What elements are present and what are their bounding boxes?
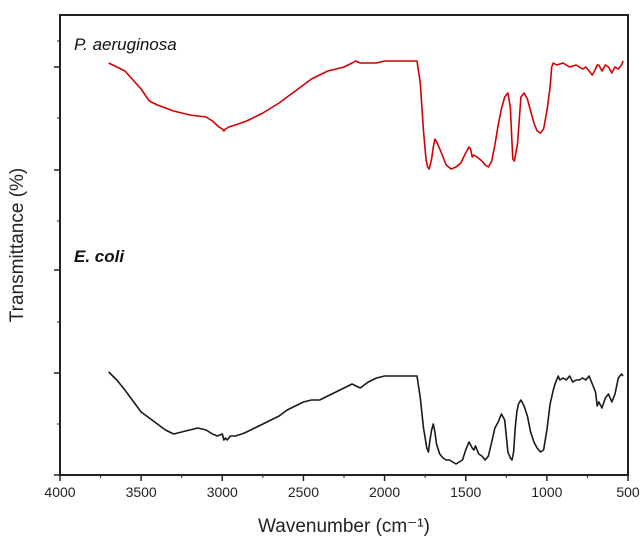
x-tick-label: 500: [616, 484, 640, 500]
y-axis-title: Transmittance (%): [7, 168, 28, 323]
series-line-p-aeruginosa: [108, 60, 624, 170]
y-axis-ticks: [54, 40, 60, 476]
x-axis-ticks: 4000 3500 3000 2500 2000 1500 1000 500: [44, 475, 640, 500]
series-label-e-coli: E. coli: [74, 247, 125, 266]
series-line-e-coli: [108, 371, 624, 465]
series-label-p-aeruginosa: P. aeruginosa: [74, 35, 177, 54]
x-tick-label: 2000: [369, 484, 400, 500]
x-tick-label: 3500: [126, 484, 157, 500]
x-tick-label: 1000: [531, 484, 562, 500]
x-tick-label: 2500: [288, 484, 319, 500]
x-axis-title: Wavenumber (cm⁻¹): [258, 516, 430, 537]
plot-frame: [59, 14, 629, 476]
x-tick-label: 1500: [450, 484, 481, 500]
x-tick-label: 4000: [44, 484, 75, 500]
series-lines: [108, 60, 624, 465]
x-tick-label: 3000: [207, 484, 238, 500]
